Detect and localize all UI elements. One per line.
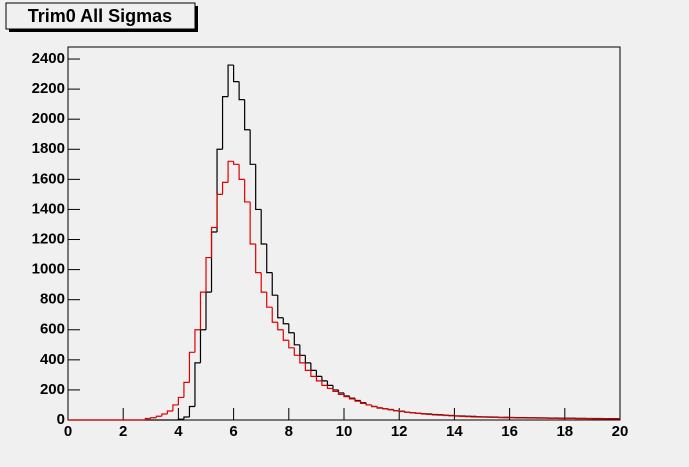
y-tick-label: 800 (40, 291, 65, 308)
histogram-bin (321, 380, 328, 387)
histogram-bin (221, 181, 229, 195)
histogram-bin (288, 323, 295, 334)
histogram-bin (310, 370, 317, 377)
plot-frame (67, 46, 621, 421)
histogram-bin (249, 129, 256, 165)
histogram-bin (161, 413, 168, 417)
histogram-bin (415, 412, 422, 414)
histogram-bin (188, 405, 195, 417)
x-tick-label: 4 (174, 423, 183, 440)
histogram-bin (194, 362, 201, 407)
y-tick-label: 1000 (32, 261, 65, 278)
histogram-bin (172, 404, 179, 411)
histogram-bin (376, 406, 383, 409)
histogram-bin (255, 244, 262, 274)
histogram-bin (227, 160, 234, 183)
histogram-bin (266, 244, 273, 274)
histogram-bin (387, 408, 394, 411)
y-tick-label: 2400 (32, 50, 65, 67)
y-tick-label: 200 (40, 381, 65, 398)
x-tick-label: 12 (391, 423, 408, 440)
x-tick-label: 8 (285, 423, 293, 440)
histogram-bin (304, 362, 311, 371)
histogram-bin (288, 340, 295, 349)
histogram-bin (271, 307, 278, 323)
histogram-bin (299, 355, 306, 364)
histogram-bin (150, 417, 157, 419)
histogram-bin (210, 226, 218, 258)
histogram-bin (166, 410, 173, 414)
histogram-bin (277, 322, 284, 331)
histogram-bin (393, 409, 400, 412)
histogram-bin (404, 411, 411, 413)
y-tick-label: 1200 (32, 230, 65, 247)
histogram-bin (260, 272, 267, 293)
histogram-bin (398, 410, 405, 413)
histogram-bin (194, 329, 201, 353)
title-box (5, 2, 196, 30)
y-tick-label: 2000 (32, 110, 65, 127)
histogram-bin (282, 329, 289, 341)
histogram-bin (221, 96, 229, 150)
y-tick-label: 1600 (32, 170, 65, 187)
x-tick-label: 20 (612, 423, 629, 440)
y-tick-label: 1800 (32, 140, 65, 157)
histogram-bin (420, 413, 427, 415)
histogram-bin (238, 81, 245, 101)
histogram-bin (348, 396, 356, 400)
y-tick-label: 1400 (32, 200, 65, 217)
histogram-bin (277, 295, 284, 319)
histogram-bin (359, 401, 367, 405)
x-tick-label: 6 (229, 423, 237, 440)
x-tick-label: 10 (336, 423, 353, 440)
histogram-bin (199, 291, 206, 330)
histogram-bin (205, 256, 212, 293)
histogram-bin (177, 396, 184, 405)
histogram-bin (244, 179, 251, 203)
histogram-bin (271, 272, 278, 296)
histogram-bin (260, 209, 267, 245)
chart-title: Trim0 All Sigmas (28, 6, 172, 26)
x-tick-label: 18 (556, 423, 573, 440)
histogram-bin (409, 412, 416, 414)
x-tick-label: 14 (446, 423, 463, 440)
y-tick-label: 600 (40, 321, 65, 338)
histogram-bin (293, 332, 300, 346)
x-tick-label: 2 (119, 423, 127, 440)
histogram-bin (332, 388, 339, 393)
histogram-bin (282, 317, 289, 325)
histogram-bin (255, 164, 262, 211)
histogram-bin (244, 99, 251, 131)
histogram-bin (365, 403, 372, 406)
histogram-bin (343, 394, 350, 398)
histogram-bin (293, 347, 300, 356)
histogram-bin (144, 417, 151, 420)
histogram-bin (382, 407, 389, 410)
y-tick-label: 400 (40, 351, 65, 368)
y-tick-label: 0 (57, 411, 65, 428)
histogram-bin (216, 193, 223, 228)
x-tick-label: 0 (64, 423, 72, 440)
histogram-bin (354, 398, 361, 402)
histogram-bin (233, 65, 240, 83)
histogram-bin (227, 64, 234, 97)
histogram-bin (266, 292, 273, 308)
y-tick-label: 2200 (32, 80, 65, 97)
histogram-bin (155, 415, 162, 418)
histogram-bin (233, 161, 240, 165)
histogram-bin (315, 376, 322, 382)
histogram-bin (183, 381, 190, 398)
histogram-bin (183, 416, 190, 420)
histogram-bin (188, 351, 195, 383)
histogram-bin (238, 164, 245, 180)
x-tick-label: 16 (501, 423, 518, 440)
histogram-bin (326, 385, 333, 390)
histogram-bin (371, 404, 378, 408)
histogram-bin (177, 418, 184, 420)
histogram-bin (337, 391, 344, 396)
histogram-bin (249, 201, 256, 245)
